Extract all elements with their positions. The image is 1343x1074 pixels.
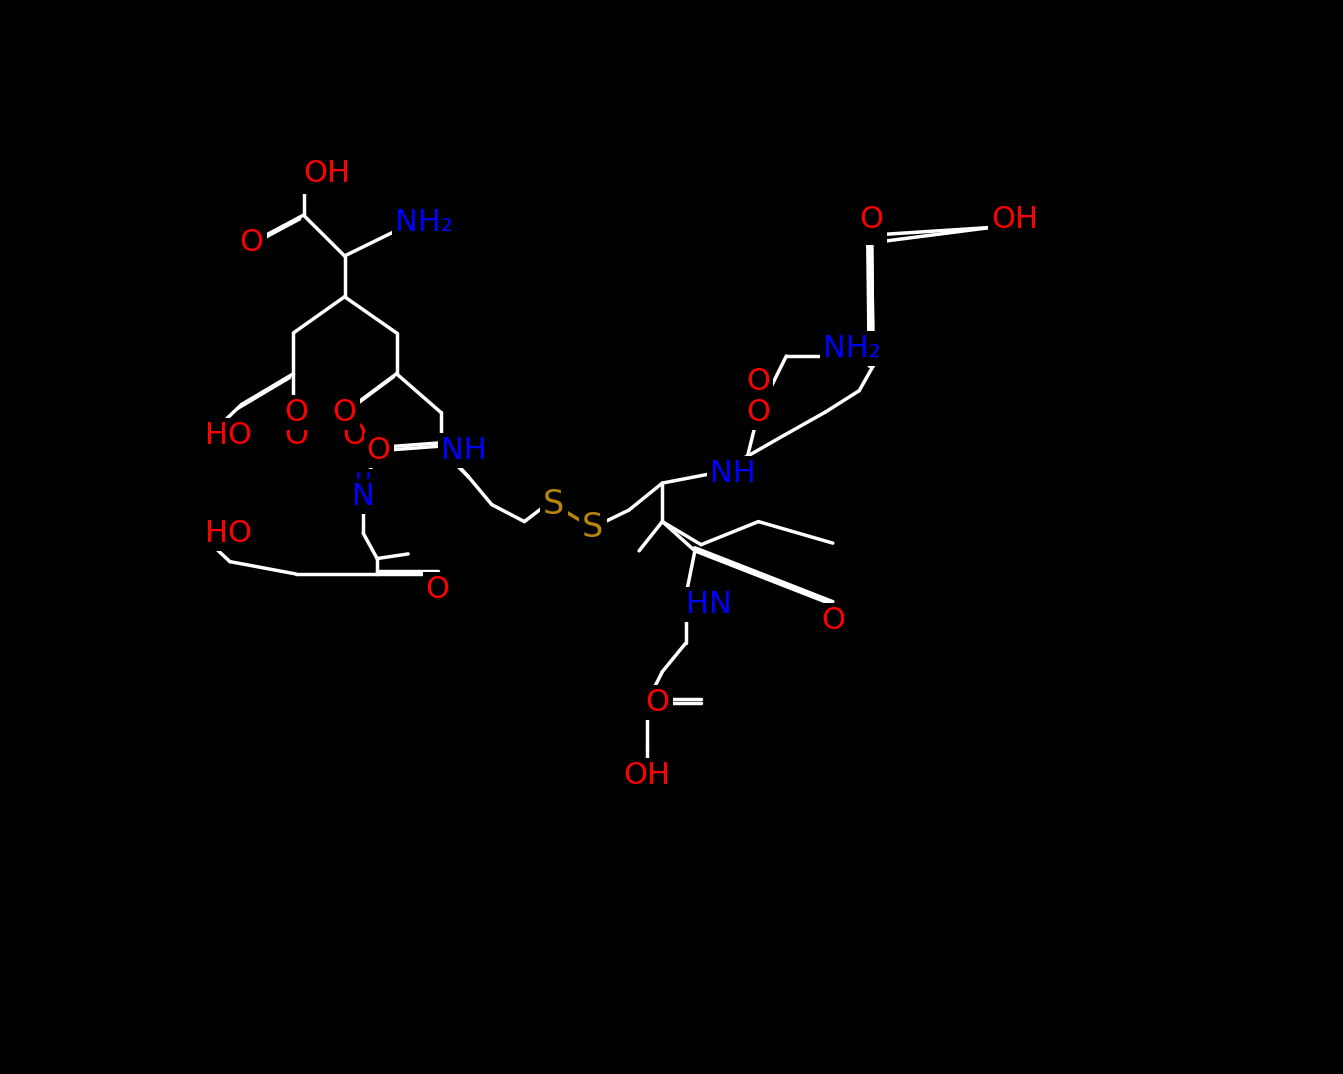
Text: NH₂: NH₂	[823, 334, 881, 363]
Text: S: S	[582, 511, 603, 545]
Text: OH: OH	[304, 159, 351, 188]
Text: HO: HO	[205, 519, 252, 548]
Text: O: O	[821, 606, 845, 635]
Text: O: O	[367, 436, 391, 465]
Text: N: N	[352, 482, 375, 511]
Text: OH: OH	[994, 205, 1041, 234]
Text: OH: OH	[623, 761, 670, 790]
Text: NH: NH	[441, 436, 486, 465]
Text: S: S	[543, 489, 564, 521]
Text: NH: NH	[441, 436, 486, 465]
Text: O: O	[283, 421, 308, 450]
Text: O: O	[342, 421, 365, 450]
Text: O: O	[426, 575, 450, 604]
Text: HO: HO	[205, 519, 252, 548]
Text: NH: NH	[710, 460, 756, 489]
Text: O: O	[860, 205, 884, 234]
Text: O: O	[426, 575, 450, 604]
Text: OH: OH	[304, 162, 351, 191]
Text: H: H	[355, 471, 372, 492]
Text: NH₂: NH₂	[395, 208, 453, 237]
Text: HN: HN	[685, 591, 732, 620]
Text: O: O	[239, 229, 263, 258]
Text: O: O	[333, 397, 357, 426]
Text: O: O	[821, 606, 845, 635]
Text: S: S	[543, 489, 564, 521]
Text: HO: HO	[205, 421, 252, 450]
Text: O: O	[646, 688, 670, 717]
Text: O: O	[747, 382, 771, 411]
Text: N: N	[352, 482, 375, 511]
Text: HN: HN	[685, 591, 732, 620]
Text: O: O	[367, 436, 391, 465]
Text: O: O	[283, 397, 308, 426]
Text: NH₂: NH₂	[395, 208, 453, 237]
Text: HO: HO	[205, 421, 252, 450]
Text: OH: OH	[623, 761, 670, 790]
Text: NH₂: NH₂	[823, 334, 881, 363]
Text: O: O	[747, 397, 771, 426]
Text: O: O	[747, 367, 771, 396]
Text: NH: NH	[710, 460, 756, 489]
Text: O: O	[860, 213, 884, 242]
Text: H: H	[355, 471, 372, 492]
Text: S: S	[582, 511, 603, 545]
Text: O: O	[239, 229, 263, 258]
Text: OH: OH	[991, 205, 1038, 234]
